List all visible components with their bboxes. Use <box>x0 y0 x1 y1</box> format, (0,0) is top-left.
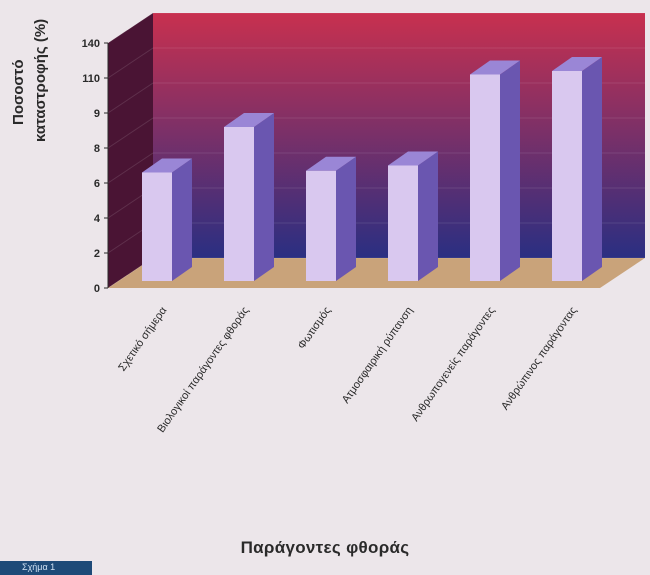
chart-side-wall <box>108 13 153 288</box>
bar-side <box>582 57 602 281</box>
bar-side <box>418 151 438 281</box>
bar <box>470 74 500 281</box>
gridline-side <box>107 12 154 44</box>
bar-side <box>172 158 192 281</box>
bar <box>552 71 582 281</box>
y-axis-label-line-1: Ποσοστό <box>10 59 27 125</box>
y-tick-label: 0 <box>94 283 100 295</box>
y-tick-label: 4 <box>94 213 101 225</box>
bar-side <box>500 60 520 281</box>
y-tick-label: 8 <box>94 143 100 155</box>
bar-side <box>254 113 274 281</box>
chart-back-wall <box>153 13 645 258</box>
x-tick-label: Φωτισμός <box>296 305 334 352</box>
x-axis-label: Παράγοντες φθοράς <box>240 538 410 557</box>
bar-side <box>336 156 356 281</box>
gridline-side <box>107 117 154 149</box>
bar-top <box>552 57 602 71</box>
gridline-side <box>107 152 154 184</box>
gridline-side <box>107 82 154 114</box>
bar-top <box>224 113 274 127</box>
y-tick-label: 2 <box>94 248 100 260</box>
figure-badge-label: Σχήμα 1 <box>22 562 56 572</box>
y-tick-label: 110 <box>82 73 100 85</box>
bar-top <box>388 151 438 166</box>
y-tick-label: 9 <box>94 108 100 120</box>
bar <box>388 165 418 281</box>
gridline-side <box>107 47 154 79</box>
figure-badge: Σχήμα 1 <box>0 561 92 575</box>
x-tick-label: Ατμοσφαιρική ρύπανση <box>340 305 416 406</box>
x-tick-label: Σχετικό σήμερα <box>116 304 170 373</box>
bar <box>224 127 254 281</box>
y-axis-label-line-2: καταστροφής (%) <box>32 18 49 142</box>
bar <box>306 170 336 281</box>
bar-top <box>470 60 520 75</box>
y-tick-label: 140 <box>82 38 100 50</box>
bar <box>142 172 172 281</box>
bar-top <box>142 158 192 173</box>
x-tick-label: Ανθρωπογενείς παράγοντες <box>409 305 497 424</box>
bar-top <box>306 156 356 171</box>
x-tick-label: Ανθρώπινος παράγοντας <box>499 305 579 413</box>
y-tick-label: 6 <box>94 178 100 190</box>
x-tick-label: Βιολογικοί παράγοντες φθοράς <box>155 305 251 435</box>
